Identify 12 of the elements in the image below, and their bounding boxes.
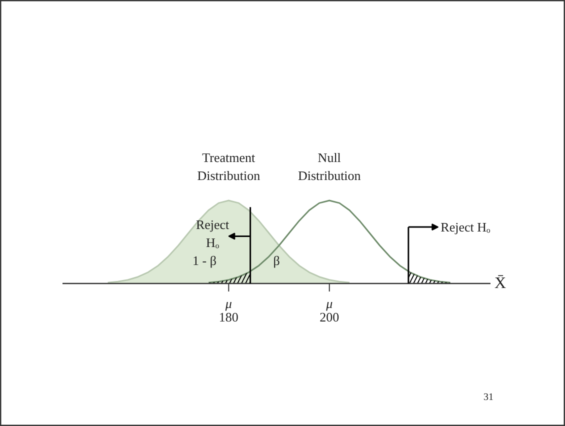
x-axis-title: X̄ xyxy=(494,275,506,292)
text: μ xyxy=(224,296,232,311)
text: Treatment Distribution xyxy=(197,150,261,183)
ref-line-label: Reject Hₒ xyxy=(440,220,490,235)
annotation: 1 - β xyxy=(192,252,217,268)
ref-line-label: Reject Hₒ xyxy=(196,217,230,250)
x-tick-label: 180 xyxy=(218,310,238,324)
text: 31 xyxy=(484,392,494,403)
text: Null Distribution xyxy=(298,150,362,183)
x-tick-label: 200 xyxy=(320,310,340,324)
text: μ xyxy=(325,296,334,311)
annotation: β xyxy=(273,252,280,268)
